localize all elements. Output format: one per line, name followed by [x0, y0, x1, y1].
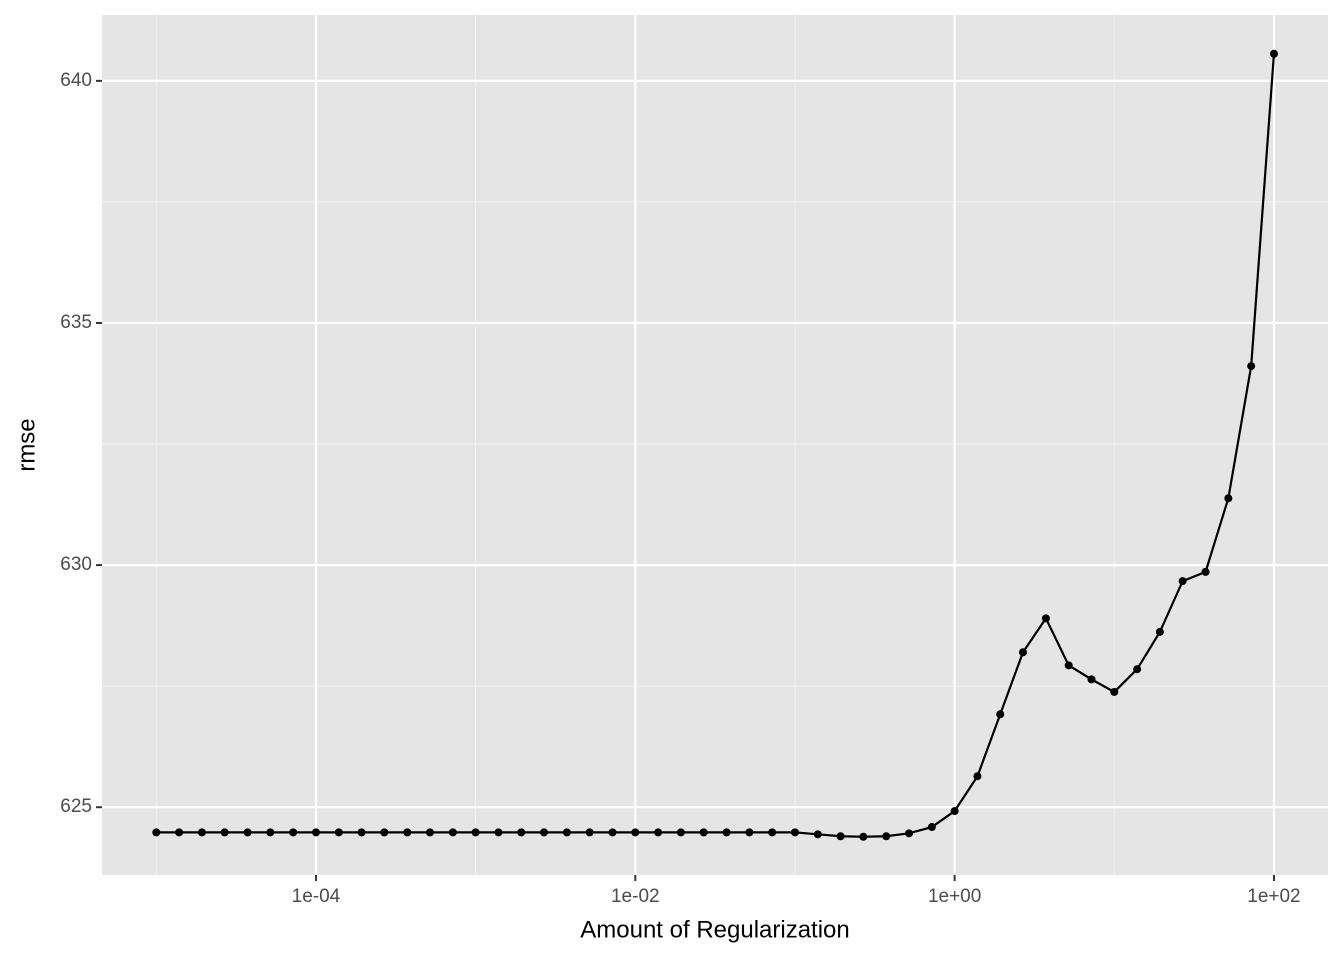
- data-point: [699, 828, 708, 837]
- data-point: [539, 828, 548, 837]
- data-point: [517, 828, 526, 837]
- data-point: [1155, 627, 1164, 636]
- data-point: [905, 829, 914, 838]
- data-point: [950, 807, 959, 816]
- data-point: [1201, 567, 1210, 576]
- y-tick-label: 635: [60, 312, 92, 333]
- data-point: [1224, 494, 1233, 503]
- data-point: [1041, 614, 1050, 623]
- data-point: [836, 832, 845, 841]
- data-point: [426, 828, 435, 837]
- data-point: [790, 828, 799, 837]
- data-point: [1133, 665, 1142, 674]
- data-point: [197, 828, 206, 837]
- data-point: [973, 772, 982, 781]
- data-point: [243, 828, 252, 837]
- x-tick-label: 1e+00: [928, 886, 981, 907]
- data-point: [927, 823, 936, 832]
- data-point: [311, 828, 320, 837]
- x-axis-title: Amount of Regularization: [580, 916, 849, 943]
- data-point: [220, 828, 229, 837]
- data-point: [334, 828, 343, 837]
- data-point: [403, 828, 412, 837]
- x-tick-label: 1e-02: [611, 886, 660, 907]
- x-tick-label: 1e-04: [292, 886, 341, 907]
- data-point: [266, 828, 275, 837]
- y-axis-title: rmse: [13, 418, 40, 471]
- data-point: [494, 828, 503, 837]
- x-tick-label: 1e+02: [1247, 886, 1300, 907]
- data-point: [1018, 648, 1027, 657]
- data-point: [608, 828, 617, 837]
- data-point: [289, 828, 298, 837]
- y-tick-label: 625: [60, 796, 92, 817]
- panel-background: [102, 15, 1328, 875]
- data-point: [722, 828, 731, 837]
- data-point: [631, 828, 640, 837]
- data-point: [357, 828, 366, 837]
- data-point: [882, 832, 891, 841]
- data-point: [813, 830, 822, 839]
- data-point: [768, 828, 777, 837]
- data-point: [1269, 49, 1278, 58]
- data-point: [1178, 577, 1187, 586]
- data-point: [745, 828, 754, 837]
- data-point: [1087, 675, 1096, 684]
- data-point: [471, 828, 480, 837]
- data-point: [152, 828, 161, 837]
- data-point: [676, 828, 685, 837]
- data-point: [380, 828, 389, 837]
- data-point: [562, 828, 571, 837]
- data-point: [654, 828, 663, 837]
- y-tick-label: 630: [60, 554, 92, 575]
- data-point: [1110, 687, 1119, 696]
- data-point: [1064, 661, 1073, 670]
- data-point: [175, 828, 184, 837]
- data-point: [859, 832, 868, 841]
- y-tick-label: 640: [60, 70, 92, 91]
- data-point: [585, 828, 594, 837]
- data-point: [448, 828, 457, 837]
- data-point: [1247, 362, 1256, 371]
- data-point: [996, 710, 1005, 719]
